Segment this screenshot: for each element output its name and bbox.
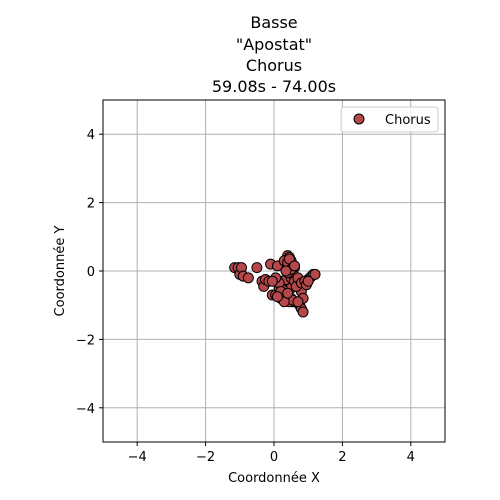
scatter-point <box>282 287 294 299</box>
y-tick-label: 0 <box>87 265 95 280</box>
title-line-2: "Apostat" <box>236 35 312 54</box>
title-line-4: 59.08s - 74.00s <box>212 77 336 96</box>
x-tick-label: −4 <box>128 450 147 465</box>
scatter-point <box>242 272 254 284</box>
y-tick-label: −4 <box>76 402 95 417</box>
scatter-point <box>302 275 314 287</box>
legend-marker <box>353 113 365 125</box>
legend: Chorus <box>340 106 439 133</box>
title-line-3: Chorus <box>246 56 302 75</box>
x-tick-label: 4 <box>407 450 415 465</box>
y-axis-label: Coordonnée Y <box>53 226 68 317</box>
scatter-point <box>251 262 263 274</box>
scatter-point <box>289 260 301 272</box>
scatter-point <box>297 306 309 318</box>
legend-label: Chorus <box>385 113 431 128</box>
legend-box <box>340 106 439 133</box>
scatter-point <box>292 296 304 308</box>
x-tick-label: 2 <box>338 450 346 465</box>
scatter-point <box>271 291 283 303</box>
axis-ticks: −4 −2 0 2 4 −4 −2 0 2 4 <box>76 128 415 465</box>
grid <box>103 100 445 442</box>
title-line-1: Basse <box>250 13 297 32</box>
y-tick-label: −2 <box>76 333 95 348</box>
chart-title: Basse "Apostat" Chorus 59.08s - 74.00s <box>212 13 336 96</box>
data-points <box>229 250 321 318</box>
y-tick-label: 2 <box>87 197 95 212</box>
scatter-point <box>309 268 321 280</box>
scatter-point <box>266 275 278 287</box>
y-tick-label: 4 <box>87 128 95 143</box>
scatter-point <box>280 265 292 277</box>
x-tick-label: −2 <box>196 450 215 465</box>
x-axis-label: Coordonnée X <box>228 471 320 486</box>
x-tick-label: 0 <box>270 450 278 465</box>
